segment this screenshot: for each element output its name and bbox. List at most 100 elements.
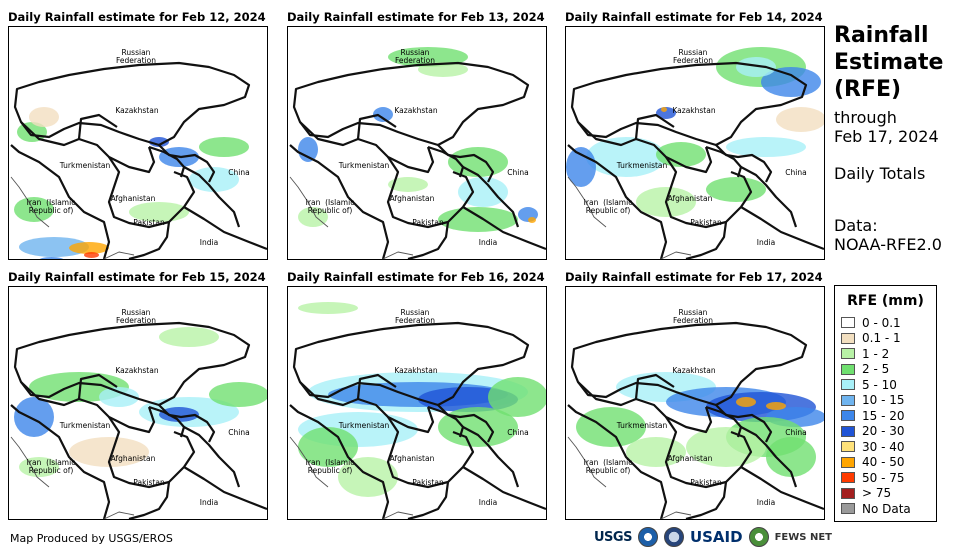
map-frame: Russian Federation Kazakhstan Turkmenistan… [287,286,547,520]
country-border [740,206,824,251]
legend-title: RFE (mm) [847,293,924,309]
map-frame: Russian Federation Kazakhstan Turkmenistan… [565,26,825,260]
country-label-turkmenistan: Turkmenistan [59,421,111,430]
legend-row: 1 - 2 [835,346,936,362]
country-border [570,321,808,407]
country-border [660,511,692,519]
country-label-turkmenistan: Turkmenistan [338,161,390,170]
country-label-kazakhstan: Kazakhstan [394,106,438,115]
country-label-china: China [228,168,250,177]
rainfall-area [298,137,318,162]
country-border [20,121,156,174]
map-frame: Russian Federation Kazakhstan Turkmenistan… [8,286,268,520]
country-label-iran: Iran (Islamic Republic of) [583,198,633,215]
rainfall-area [661,107,667,112]
country-label-russia: Russian Federation [116,308,156,325]
rainfall-area [298,207,328,227]
rainfall-area [159,407,199,422]
rainfall-area [586,137,666,177]
country-border [634,373,675,400]
legend-label: 1 - 2 [862,346,890,361]
rainfall-area [209,382,267,407]
legend-swatch [841,487,855,499]
country-border [427,145,465,178]
rainfall-area [298,302,358,314]
rainfall-area [99,387,139,407]
country-border [289,144,390,259]
country-label-pakistan: Pakistan [690,218,722,227]
rainfall-area [528,217,536,223]
country-border [567,404,668,519]
rainfall-area [488,377,546,417]
legend-swatch [841,410,855,422]
country-label-india: India [478,498,498,507]
map-frame: Russian Federation Kazakhstan Turkmenistan… [565,286,825,520]
legend-row: 5 - 10 [835,377,936,393]
rainfall-area [14,397,54,437]
country-border [382,251,414,259]
country-border [577,381,713,434]
rainfall-area [766,402,786,410]
country-label-china: China [507,168,529,177]
legend-row: 0.1 - 1 [835,331,936,347]
rainfall-area [761,67,821,97]
country-border [705,405,743,438]
country-border [20,381,156,434]
country-label-kazakhstan: Kazakhstan [672,366,716,375]
country-border [664,156,753,229]
map-canvas [289,302,546,519]
country-border [103,511,135,519]
legend-row: 0 - 0.1 [835,315,936,331]
country-label-china: China [785,168,807,177]
panel-title: Daily Rainfall estimate for Feb 14, 2024 [565,10,823,24]
country-border [10,404,111,519]
rainfall-area [298,427,358,467]
map-canvas [10,61,267,259]
legend-row: 2 - 5 [835,362,936,378]
country-border [292,321,530,407]
country-border [183,466,267,511]
country-border [299,121,435,174]
country-border [567,176,607,228]
country-label-pakistan: Pakistan [412,218,444,227]
rainfall-area [19,237,89,257]
country-border [715,144,773,183]
legend-swatch [841,363,855,375]
legend-row: 50 - 75 [835,470,936,486]
country-border [382,511,414,519]
partner-logos: USGS USAID FEWS NET [594,527,832,547]
fews-net-logo-icon [748,527,769,547]
country-border [462,466,546,511]
panel-title: Daily Rainfall estimate for Feb 15, 2024 [8,270,266,284]
country-border [148,145,186,178]
country-border [634,113,675,140]
country-label-kazakhstan: Kazakhstan [672,106,716,115]
map-canvas [10,321,267,519]
country-border [356,373,397,400]
product-title: Rainfall Estimate (RFE) [834,22,943,103]
legend-swatch [841,332,855,344]
country-label-turkmenistan: Turkmenistan [59,161,111,170]
country-border [685,221,728,259]
panel-title: Daily Rainfall estimate for Feb 17, 2024 [565,270,823,284]
country-border [740,166,798,228]
country-label-turkmenistan: Turkmenistan [616,161,668,170]
country-border [685,481,728,519]
country-border [740,426,798,488]
country-label-pakistan: Pakistan [133,478,165,487]
panel-title: Daily Rainfall estimate for Feb 12, 2024 [8,10,266,24]
country-border [158,404,216,443]
country-border [183,206,267,251]
rainfall-area [388,47,468,67]
rainfall-area [84,252,99,258]
rainfall-area [14,197,54,222]
country-border [10,144,111,259]
country-border [289,176,329,228]
rainfall-area [576,407,646,447]
fews-net-logo: FEWS NET [774,531,832,543]
legend-label: 15 - 20 [862,408,905,423]
legend-label: > 75 [862,486,892,501]
country-border [158,144,216,183]
legend-label: 5 - 10 [862,377,897,392]
